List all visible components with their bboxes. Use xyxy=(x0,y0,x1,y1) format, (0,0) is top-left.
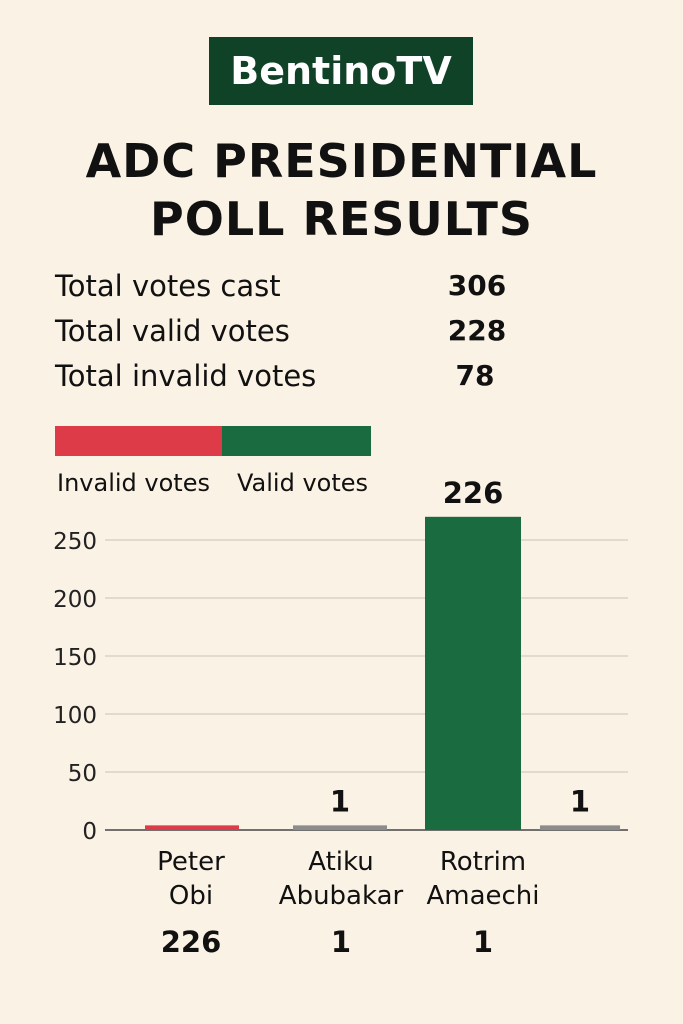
y-tick-label: 200 xyxy=(53,587,97,613)
title-line-2: POLL RESULTS xyxy=(150,192,533,246)
stat-label-total-cast: Total votes cast xyxy=(55,269,281,303)
category-label: Atiku xyxy=(308,847,373,877)
legend-label-valid: Valid votes xyxy=(237,469,369,497)
y-tick-label: 250 xyxy=(53,529,97,555)
bar-0 xyxy=(145,825,239,830)
y-tick-label: 100 xyxy=(53,703,97,729)
bar-value-label: 1 xyxy=(330,784,350,818)
y-tick-label: 150 xyxy=(53,645,97,671)
y-tick-label: 0 xyxy=(82,819,97,845)
stat-value-total-invalid: 78 xyxy=(455,359,495,392)
category-vote-count: 1 xyxy=(473,925,493,959)
stat-value-total-valid: 228 xyxy=(447,314,507,347)
bar-value-label: 1 xyxy=(570,784,590,818)
brand-logo: BentinoTV xyxy=(209,37,473,105)
title-line-1: ADC PRESIDENTIAL xyxy=(85,134,598,188)
bar-chart: 0 50 100 150 200 250 1 226 1 Peter Obi 226 Atiku Ab… xyxy=(53,476,628,959)
legend-label-invalid: Invalid votes xyxy=(57,469,210,497)
stat-label-total-invalid: Total invalid votes xyxy=(55,359,317,393)
bar-3 xyxy=(540,825,620,830)
bar-value-label: 226 xyxy=(443,476,504,510)
page-title: ADC PRESIDENTIAL POLL RESULTS xyxy=(0,132,683,248)
category-label: Amaechi xyxy=(426,881,539,911)
stat-label-total-valid: Total valid votes xyxy=(55,314,290,348)
legend-swatch-valid xyxy=(222,426,371,456)
stat-value-total-cast: 306 xyxy=(447,269,507,302)
category-vote-count: 1 xyxy=(331,925,351,959)
bar-1 xyxy=(293,825,387,830)
category-label: Rotrim xyxy=(440,847,526,877)
y-tick-label: 50 xyxy=(68,761,97,787)
bar-2 xyxy=(425,516,521,830)
category-vote-count: 226 xyxy=(161,925,222,959)
category-label: Abubakar xyxy=(279,881,404,911)
category-label: Peter xyxy=(157,847,225,877)
legend-swatch-invalid xyxy=(55,426,222,456)
category-label: Obi xyxy=(169,881,213,911)
